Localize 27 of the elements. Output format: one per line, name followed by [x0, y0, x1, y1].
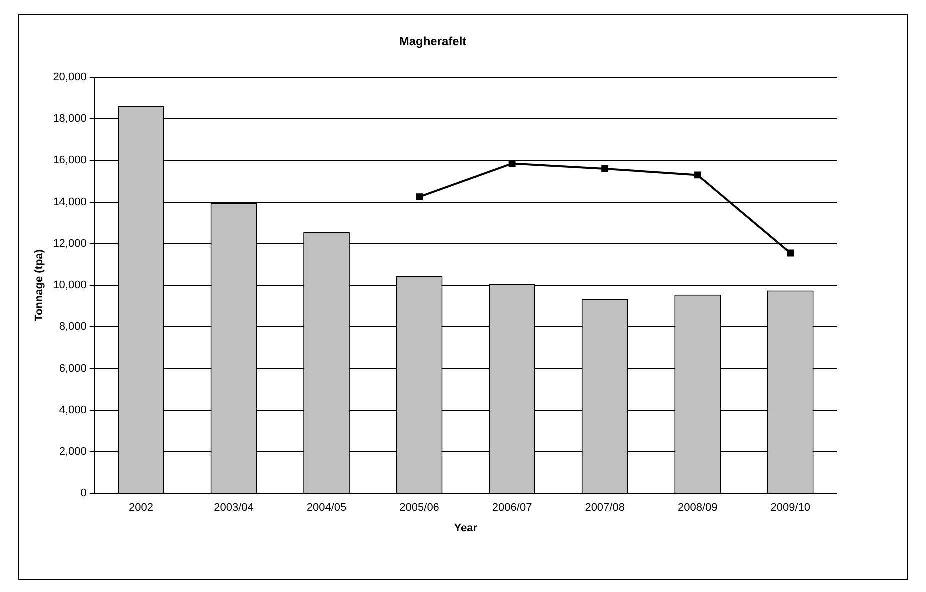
point	[602, 165, 609, 172]
x-tick-label: 2002	[128, 502, 154, 514]
y-tick-label: 4,000	[59, 404, 87, 416]
x-tick-label: 2005/06	[400, 502, 440, 514]
point	[787, 250, 794, 257]
x-tick-label: 2004/05	[306, 502, 347, 514]
x-tick-label: 2008/09	[678, 502, 718, 514]
y-tick-label: 10,000	[53, 280, 87, 292]
y-tick-label: 16,000	[53, 154, 87, 167]
chart-title: Magherafelt	[399, 34, 467, 49]
x-axis-title: Year	[454, 522, 478, 534]
x-tick-label: 2009/10	[770, 502, 810, 514]
y-tick-label: 2,000	[59, 446, 87, 458]
y-tick-label: 6,000	[59, 362, 87, 375]
y-tick-label: 12,000	[53, 238, 87, 250]
point	[694, 172, 702, 179]
y-axis-title: Tonnage (tpa)	[34, 249, 46, 322]
x-tick-label: 2006/07	[492, 502, 532, 514]
point	[416, 194, 424, 201]
y-tick-label: 18,000	[53, 113, 87, 126]
y-tick-label: 14,000	[53, 196, 87, 208]
y-tick-label: 20,000	[53, 71, 87, 84]
y-tick-label: 0	[80, 488, 87, 500]
x-tick-label: 2003/04	[214, 502, 254, 514]
x-tick-label: 2007/08	[585, 502, 625, 514]
point	[508, 160, 516, 168]
y-tick-label: 8,000	[59, 321, 87, 334]
